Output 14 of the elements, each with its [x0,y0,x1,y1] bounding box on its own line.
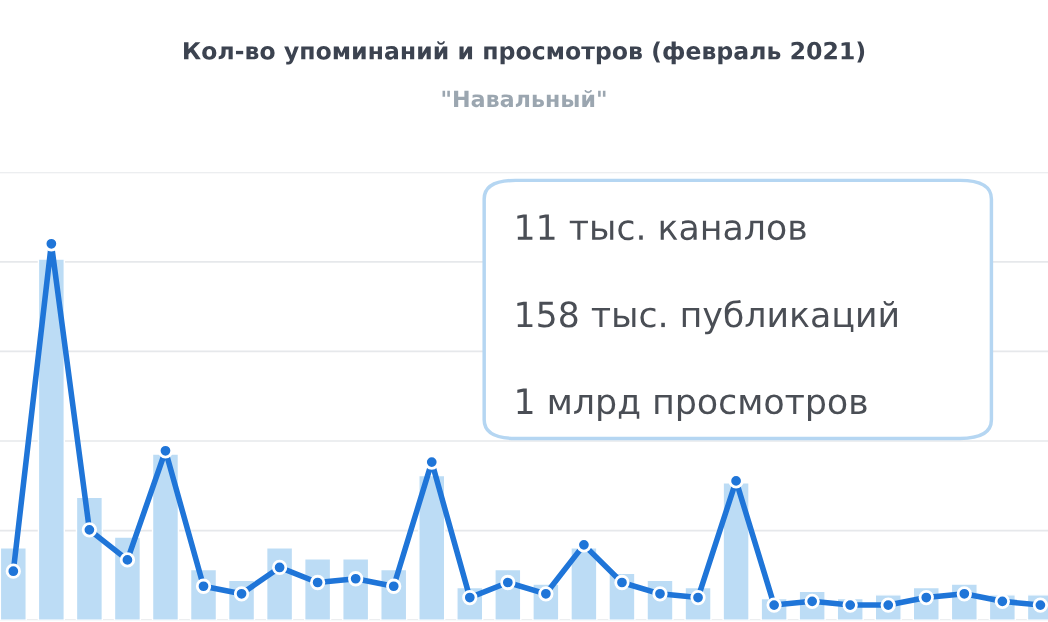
point [386,578,402,594]
annotation: 1 млрд просмотров [517,388,867,422]
chart-title: Кол-во упоминаний и просмотров (февраль 2021) [184,41,865,65]
annotation: 158 тыс. публикаций [517,300,897,335]
point [119,552,136,568]
chart-subtitle: "Навальный" [442,89,606,108]
text: 11 тыс. каналов [517,214,806,241]
point [500,574,516,591]
point [271,559,288,576]
point [195,578,212,594]
point [81,522,98,538]
point [5,563,21,579]
point [614,574,630,591]
point [348,571,364,587]
